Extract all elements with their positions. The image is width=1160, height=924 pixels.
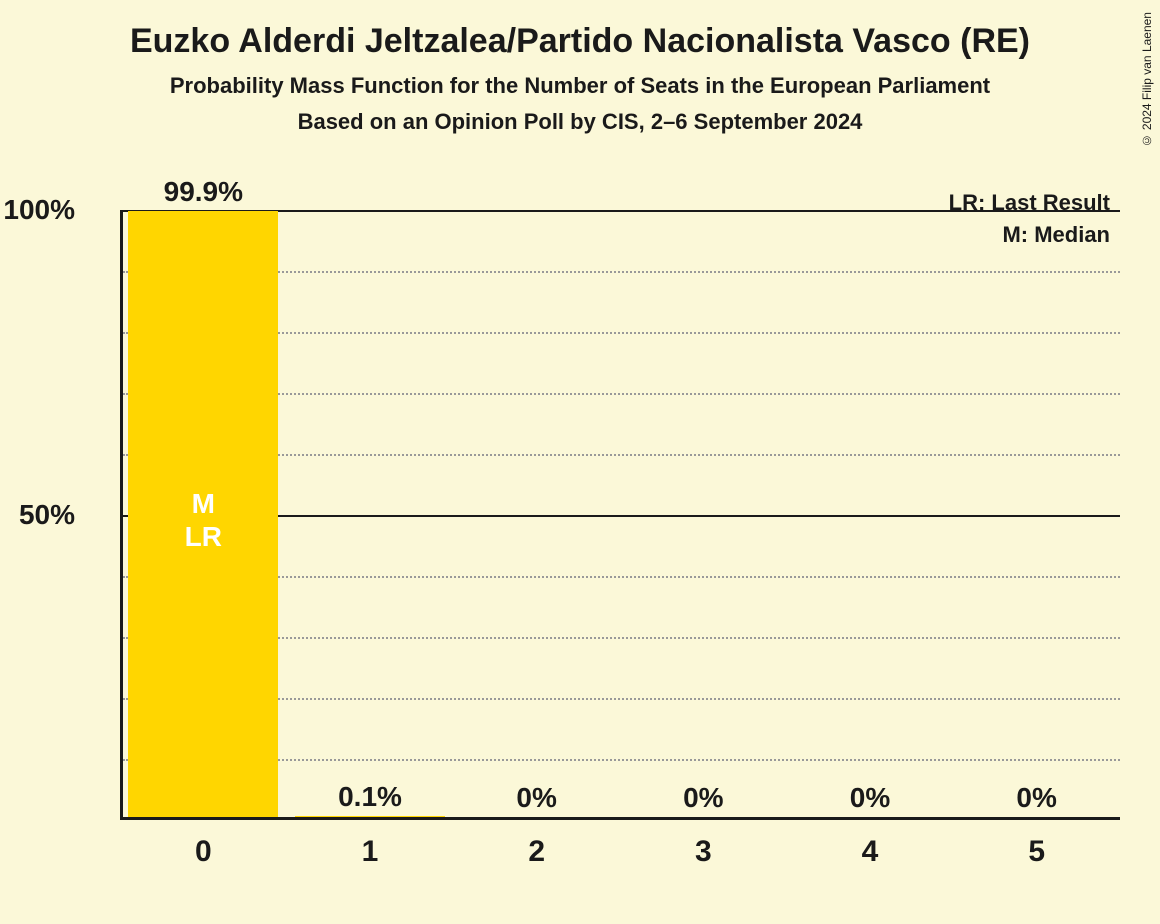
legend-median: M: Median <box>1002 222 1110 248</box>
x-axis-label: 3 <box>620 835 786 869</box>
y-axis-label: 50% <box>0 499 75 531</box>
legend-last-result: LR: Last Result <box>949 190 1110 216</box>
bar-inner-labels: MLR <box>185 487 222 554</box>
bar-value-label: 99.9% <box>164 176 243 208</box>
x-axis-label: 5 <box>954 835 1120 869</box>
y-axis-line <box>120 210 123 820</box>
x-axis-line <box>120 817 1120 820</box>
plot-region: 99.9%MLR0.1%0%0%0%0% <box>120 210 1120 820</box>
x-axis-label: 0 <box>120 835 286 869</box>
x-axis-label: 1 <box>287 835 453 869</box>
bar-value-label: 0% <box>516 782 556 814</box>
chart-title: Euzko Alderdi Jeltzalea/Partido Nacional… <box>0 0 1160 61</box>
bar-value-label: 0% <box>850 782 890 814</box>
bar-value-label: 0.1% <box>338 781 402 813</box>
chart-subtitle-2: Based on an Opinion Poll by CIS, 2–6 Sep… <box>0 109 1160 135</box>
x-axis-label: 2 <box>454 835 620 869</box>
bar-value-label: 0% <box>683 782 723 814</box>
bar-value-label: 0% <box>1016 782 1056 814</box>
chart-subtitle-1: Probability Mass Function for the Number… <box>0 73 1160 99</box>
chart-area: 99.9%MLR0.1%0%0%0%0% 50%100%012345LR: La… <box>120 210 1120 820</box>
y-axis-label: 100% <box>0 194 75 226</box>
x-axis-label: 4 <box>787 835 953 869</box>
copyright-text: © 2024 Filip van Laenen <box>1140 12 1154 147</box>
